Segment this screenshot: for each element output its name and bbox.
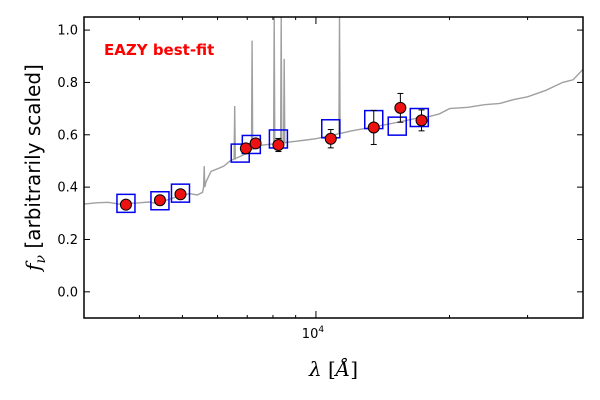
observed-flux-point bbox=[368, 122, 379, 133]
observed-flux-point bbox=[175, 189, 186, 200]
observed-flux-point bbox=[250, 138, 261, 149]
plot-frame bbox=[84, 17, 583, 318]
y-tick-label: 0.8 bbox=[57, 76, 78, 91]
axis-ticks: 0.0 0.2 0.4 0.6 0.8 1.0 104 bbox=[57, 17, 583, 342]
y-tick-label: 0.6 bbox=[57, 128, 78, 143]
x-axis-label: λ [Å] bbox=[308, 356, 358, 381]
annotation-label: EAZY best-fit bbox=[104, 41, 214, 59]
y-tick-label: 1.0 bbox=[57, 24, 78, 39]
model-flux-box bbox=[388, 117, 406, 135]
observed-flux-point bbox=[395, 102, 406, 113]
observed-flux-point bbox=[325, 133, 336, 144]
observed-flux-point bbox=[416, 115, 427, 126]
observed-flux-point bbox=[154, 195, 165, 206]
observed-flux-point bbox=[273, 139, 284, 150]
x-axis-label-text: λ [Å] bbox=[308, 356, 358, 381]
y-tick-label: 0.2 bbox=[57, 233, 78, 248]
y-axis-label: fν [arbitrarily scaled] bbox=[21, 64, 49, 273]
observed-flux-point bbox=[120, 199, 131, 210]
y-axis-label-text: fν [arbitrarily scaled] bbox=[21, 64, 49, 273]
y-tick-label: 0.0 bbox=[57, 285, 78, 300]
x-tick-label: 104 bbox=[302, 325, 325, 342]
y-tick-label: 0.4 bbox=[57, 181, 78, 196]
